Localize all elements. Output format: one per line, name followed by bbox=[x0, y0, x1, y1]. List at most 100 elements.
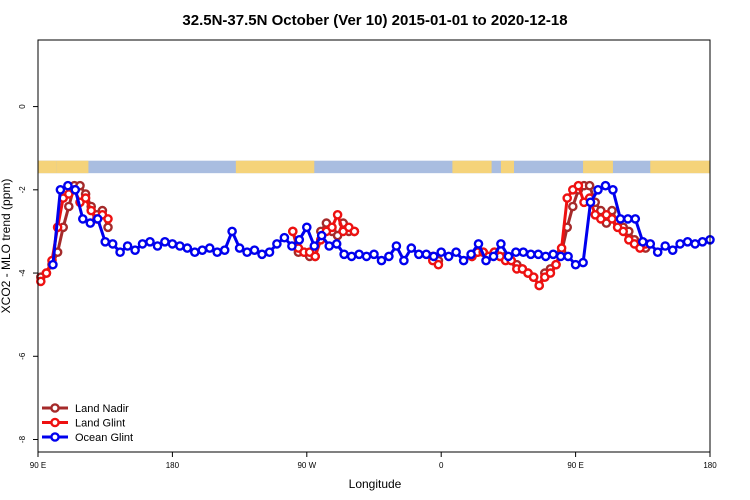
data-point bbox=[272, 239, 282, 249]
data-point bbox=[41, 268, 52, 278]
data-point bbox=[570, 259, 581, 270]
data-point bbox=[555, 251, 566, 262]
data-point bbox=[615, 214, 626, 224]
data-point bbox=[391, 241, 402, 251]
data-point bbox=[384, 251, 394, 262]
legend-swatch-marker bbox=[50, 403, 60, 413]
data-point bbox=[137, 239, 148, 249]
data-point bbox=[279, 232, 290, 243]
data-point bbox=[496, 239, 506, 249]
band-land-segment bbox=[56, 160, 89, 174]
data-point bbox=[526, 249, 536, 260]
data-point bbox=[399, 255, 409, 266]
x-axis: 90 E 180 90 W 0 90 E 180 bbox=[30, 452, 717, 470]
data-point bbox=[327, 222, 337, 233]
data-point bbox=[227, 226, 237, 237]
data-point bbox=[618, 226, 629, 237]
series-land-glint bbox=[36, 180, 651, 291]
data-point bbox=[511, 247, 521, 257]
data-point bbox=[528, 272, 539, 283]
data-point bbox=[234, 243, 245, 253]
y-axis: 0 -2 -4 -6 -8 bbox=[18, 104, 38, 443]
data-point bbox=[204, 243, 215, 253]
data-point bbox=[103, 222, 113, 233]
data-point bbox=[78, 214, 88, 224]
band-ocean bbox=[38, 160, 710, 174]
data-point bbox=[556, 243, 567, 253]
data-point bbox=[309, 241, 320, 251]
series-line bbox=[471, 184, 647, 287]
data-point bbox=[264, 247, 275, 257]
data-point bbox=[518, 247, 529, 257]
data-point bbox=[413, 249, 424, 260]
data-point bbox=[584, 180, 595, 191]
data-point bbox=[548, 249, 559, 260]
data-point bbox=[175, 241, 185, 251]
series-ocean-glint bbox=[48, 180, 715, 270]
series-line bbox=[471, 184, 647, 287]
legend-label: Land Glint bbox=[75, 418, 125, 430]
y-tick-label: 0 bbox=[18, 104, 27, 109]
data-point bbox=[36, 276, 46, 287]
band-land-segment bbox=[650, 160, 710, 174]
data-point bbox=[545, 268, 556, 278]
data-point bbox=[86, 205, 96, 216]
data-point bbox=[152, 241, 163, 251]
y-tick-label: -4 bbox=[18, 269, 27, 277]
data-point bbox=[197, 245, 208, 255]
landmask-band bbox=[38, 160, 710, 174]
data-point bbox=[122, 241, 133, 251]
data-point bbox=[608, 184, 618, 195]
x-tick-label: 90 E bbox=[30, 461, 46, 470]
data-point bbox=[443, 251, 454, 262]
data-point bbox=[697, 236, 708, 247]
legend-item: Land Glint bbox=[42, 418, 125, 430]
data-point bbox=[63, 180, 73, 191]
data-point bbox=[667, 245, 678, 255]
data-point bbox=[70, 184, 81, 195]
data-point bbox=[103, 214, 113, 224]
data-point bbox=[64, 201, 74, 212]
data-point bbox=[242, 247, 252, 257]
data-point bbox=[55, 184, 66, 195]
y-tick-label: -2 bbox=[18, 186, 27, 194]
data-point bbox=[645, 239, 656, 249]
data-point bbox=[219, 245, 230, 255]
data-point bbox=[568, 201, 578, 212]
band-land-segment bbox=[500, 160, 514, 174]
x-tick-label: 180 bbox=[703, 461, 717, 470]
plot-frame bbox=[37, 39, 711, 453]
series-line bbox=[51, 184, 711, 267]
data-point bbox=[212, 247, 222, 257]
band-land-segment bbox=[583, 160, 613, 174]
data-point bbox=[481, 255, 491, 266]
legend-item: Ocean Glint bbox=[42, 432, 133, 444]
data-point bbox=[349, 226, 360, 237]
data-point bbox=[85, 218, 96, 228]
legend: Land Nadir Land Glint Ocean Glint bbox=[42, 403, 133, 444]
series-layer bbox=[36, 180, 715, 291]
data-point bbox=[436, 247, 447, 257]
data-point bbox=[428, 251, 439, 262]
data-point bbox=[249, 245, 260, 255]
band-land-segment bbox=[452, 160, 492, 174]
data-point bbox=[600, 180, 611, 191]
data-point bbox=[257, 249, 267, 260]
data-point bbox=[652, 247, 663, 257]
data-point bbox=[630, 214, 641, 224]
data-point bbox=[458, 255, 469, 266]
y-axis-label: XCO2 - MLO trend (ppm) bbox=[0, 179, 13, 314]
data-point bbox=[339, 249, 349, 260]
data-point bbox=[406, 243, 417, 253]
data-point bbox=[675, 239, 685, 249]
data-point bbox=[607, 214, 617, 224]
data-point bbox=[331, 239, 342, 249]
legend-swatch-marker bbox=[50, 432, 60, 442]
data-point bbox=[473, 239, 484, 249]
data-point bbox=[466, 249, 476, 260]
data-point bbox=[451, 247, 461, 257]
data-point bbox=[294, 234, 305, 245]
data-point bbox=[324, 241, 335, 251]
band-land-segment bbox=[38, 160, 57, 174]
